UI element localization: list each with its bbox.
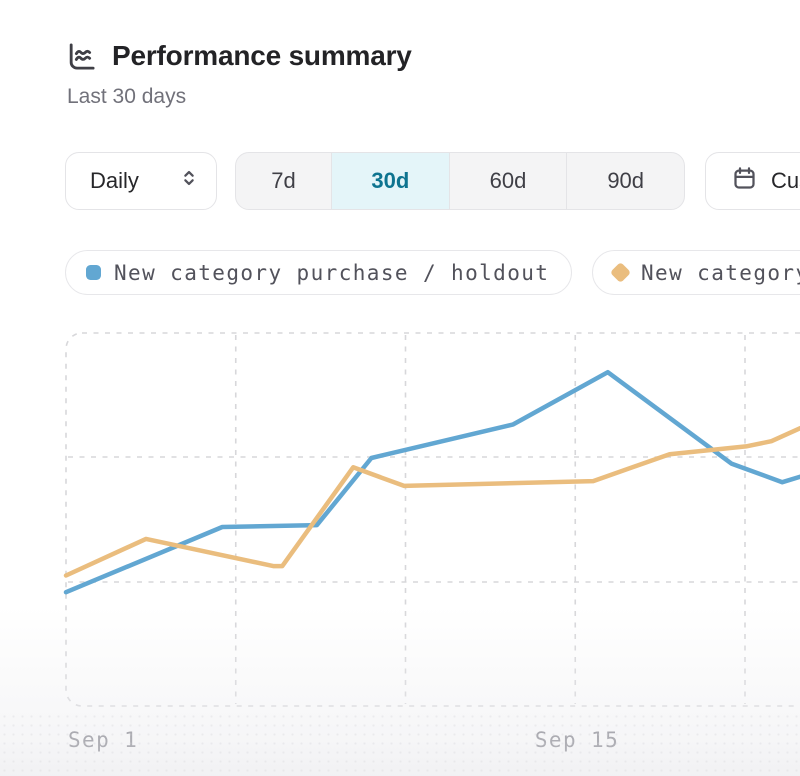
legend-item-exposed[interactable]: New category purchase (592, 250, 800, 295)
blue-square-marker-icon (86, 265, 101, 280)
subtitle: Last 30 days (67, 85, 187, 108)
legend-label: New category purchase / holdout (114, 260, 550, 285)
range-segmented-control: 7d 30d 60d 90d (235, 152, 685, 210)
header: Performance summary (66, 40, 412, 72)
chevron-up-down-icon (178, 167, 200, 195)
chart-grid (65, 332, 800, 707)
range-option-30d[interactable]: 30d (331, 153, 449, 209)
range-option-90d[interactable]: 90d (566, 153, 684, 209)
calendar-icon (731, 165, 758, 198)
range-option-60d[interactable]: 60d (448, 153, 567, 209)
series-new-category-purchase-holdout (63, 369, 800, 595)
page-title: Performance summary (112, 40, 412, 71)
custom-range-label: Custom (771, 168, 800, 193)
series-new-category-purchase (63, 425, 800, 578)
legend-item-holdout[interactable]: New category purchase / holdout (65, 250, 573, 295)
orange-diamond-marker-icon (609, 261, 632, 284)
legend-label: New category purchase (641, 260, 800, 285)
range-option-7d[interactable]: 7d (236, 153, 331, 209)
custom-range-button[interactable]: Custom (705, 152, 800, 210)
granularity-select[interactable]: Daily (65, 152, 217, 210)
chart-series (63, 369, 800, 595)
x-tick-sep-1: Sep 1 (68, 728, 139, 752)
x-tick-sep-15: Sep 15 (534, 728, 620, 752)
chart-line-icon (66, 41, 97, 72)
granularity-value: Daily (90, 168, 139, 193)
